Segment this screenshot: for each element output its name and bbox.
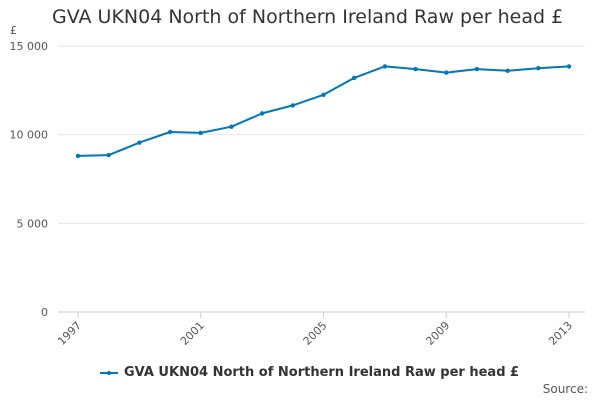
series-lines xyxy=(77,65,570,157)
legend-label: GVA UKN04 North of Northern Ireland Raw … xyxy=(124,365,520,380)
data-point[interactable] xyxy=(413,66,418,72)
y-tick-label: 0 xyxy=(41,306,48,319)
x-tick-label: 1997 xyxy=(55,319,84,348)
x-tick-label: 2005 xyxy=(301,319,330,348)
x-tick-label: 2009 xyxy=(423,319,452,348)
data-point[interactable] xyxy=(290,103,296,108)
legend[interactable]: GVA UKN04 North of Northern Ireland Raw … xyxy=(100,365,519,380)
x-tick-labels: 1997 2001 2005 2009 2013 xyxy=(55,319,575,348)
data-points xyxy=(75,64,572,159)
data-point[interactable] xyxy=(351,75,357,81)
y-tick-labels: 0 5 000 10 000 15 000 xyxy=(10,40,49,319)
series-line xyxy=(77,65,570,157)
data-point[interactable] xyxy=(566,64,572,69)
y-tick-label: 10 000 xyxy=(10,129,49,142)
data-point[interactable] xyxy=(444,70,449,75)
source-label: Source: xyxy=(542,382,588,396)
legend-swatch-icon xyxy=(100,367,118,379)
data-point[interactable] xyxy=(229,124,234,129)
x-tick-label: 2001 xyxy=(178,319,207,348)
data-point[interactable] xyxy=(536,65,541,71)
gridlines xyxy=(58,45,585,224)
data-point[interactable] xyxy=(321,92,326,97)
data-point[interactable] xyxy=(75,153,81,159)
y-tick-label: 5 000 xyxy=(17,217,49,230)
data-point[interactable] xyxy=(137,140,142,145)
axes xyxy=(58,311,585,318)
x-tick-label: 2013 xyxy=(546,319,575,348)
data-point[interactable] xyxy=(259,111,265,116)
chart-title: GVA UKN04 North of Northern Ireland Raw … xyxy=(52,6,564,28)
data-point[interactable] xyxy=(167,129,173,135)
y-tick-label: 15 000 xyxy=(10,40,49,53)
data-point[interactable] xyxy=(474,66,480,72)
data-point[interactable] xyxy=(106,152,111,158)
data-point[interactable] xyxy=(382,64,388,69)
data-point[interactable] xyxy=(198,130,203,136)
y-axis-unit-label: £ xyxy=(10,24,17,37)
data-point[interactable] xyxy=(505,68,510,74)
